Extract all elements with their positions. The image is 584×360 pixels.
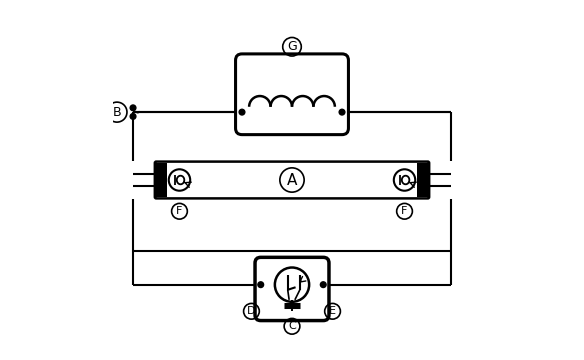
Circle shape bbox=[169, 169, 190, 191]
Circle shape bbox=[258, 282, 263, 288]
Circle shape bbox=[394, 169, 415, 191]
Text: D: D bbox=[247, 306, 256, 316]
Bar bbox=[156, 163, 166, 197]
Bar bbox=[418, 163, 428, 197]
FancyBboxPatch shape bbox=[155, 162, 429, 198]
Text: E: E bbox=[329, 306, 336, 316]
FancyBboxPatch shape bbox=[255, 257, 329, 320]
Circle shape bbox=[339, 109, 345, 115]
Text: G: G bbox=[287, 40, 297, 53]
Text: F: F bbox=[401, 206, 408, 216]
Circle shape bbox=[321, 282, 326, 288]
Text: A: A bbox=[287, 172, 297, 188]
Circle shape bbox=[130, 113, 136, 119]
Circle shape bbox=[239, 109, 245, 115]
Text: C: C bbox=[288, 321, 296, 331]
Text: F: F bbox=[176, 206, 183, 216]
FancyBboxPatch shape bbox=[235, 54, 349, 135]
Text: B: B bbox=[113, 105, 121, 119]
Circle shape bbox=[130, 105, 136, 111]
